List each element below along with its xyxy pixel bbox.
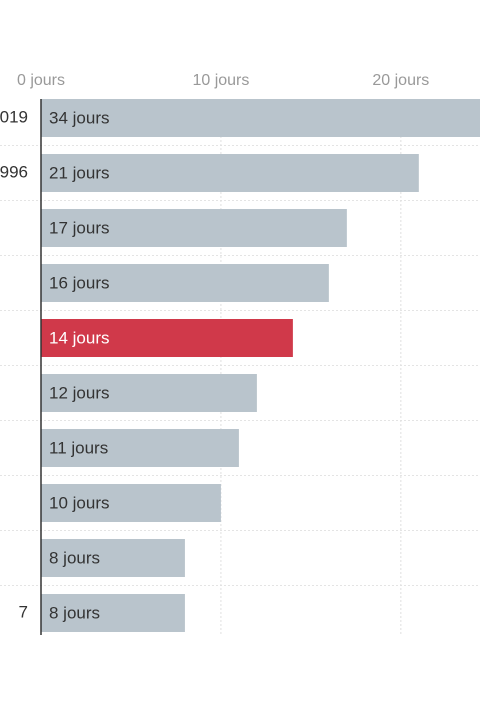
x-tick-label: 0 jours [17,72,65,89]
value-label: 12 jours [49,383,109,402]
x-tick-label: 20 jours [372,72,429,89]
category-label: 996 [0,162,28,181]
bar [41,429,239,467]
value-label: 34 jours [49,108,109,127]
bar [41,539,185,577]
value-label: 21 jours [49,163,109,182]
bar [41,264,329,302]
x-tick-label: 10 jours [192,72,249,89]
value-label: 8 jours [49,548,100,567]
value-label: 16 jours [49,273,109,292]
bar [41,319,293,357]
bar [41,154,419,192]
bar [41,484,221,522]
bar [41,594,185,632]
value-label: 17 jours [49,218,109,237]
bar [41,99,480,137]
bar [41,209,347,247]
bar [41,374,257,412]
value-label: 8 jours [49,603,100,622]
category-label: 019 [0,107,28,126]
value-label: 14 jours [49,328,109,347]
value-label: 10 jours [49,493,109,512]
category-label: 7 [19,602,28,621]
value-label: 11 jours [49,438,108,457]
